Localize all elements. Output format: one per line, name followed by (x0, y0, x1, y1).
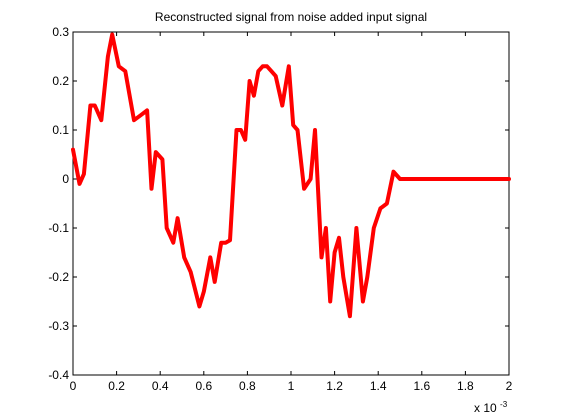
y-tick-label: 0.3 (52, 25, 69, 39)
y-tick-label: -0.1 (48, 221, 69, 235)
x-tick-label: 1.6 (413, 379, 430, 393)
y-tick-label: 0.2 (52, 74, 69, 88)
x-tick-label: 0.6 (195, 379, 212, 393)
x-tick-label: 0.2 (108, 379, 125, 393)
x-multiplier-exponent: -3 (500, 400, 508, 409)
x-tick-label: 2 (506, 379, 513, 393)
x-tick-label: 0.8 (239, 379, 256, 393)
y-tick-label: -0.2 (48, 270, 69, 284)
y-tick-label: -0.3 (48, 319, 69, 333)
x-multiplier-base: x 10 (474, 401, 497, 415)
x-multiplier: x 10 -3 (474, 400, 508, 415)
chart-title: Reconstructed signal from noise added in… (155, 10, 427, 24)
y-tick-label: 0 (62, 172, 69, 186)
y-tick-label: -0.4 (48, 368, 69, 382)
x-tick-label: 1.8 (457, 379, 474, 393)
x-tick-label: 0.4 (152, 379, 169, 393)
y-tick-label: 0.1 (52, 123, 69, 137)
x-tick-label: 1.2 (326, 379, 343, 393)
x-tick-label: 1.4 (370, 379, 387, 393)
x-tick-label: 1 (288, 379, 295, 393)
x-tick-label: 0 (70, 379, 77, 393)
